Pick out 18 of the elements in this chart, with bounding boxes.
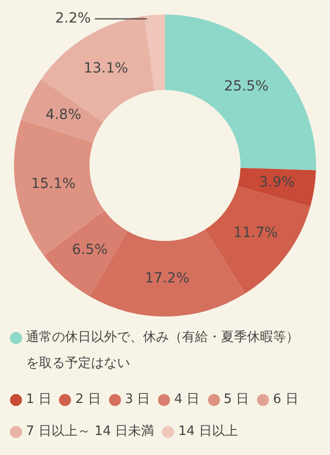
legend-label: 3 日 xyxy=(124,391,150,409)
data-label: 15.1% xyxy=(31,176,76,192)
data-label: 25.5% xyxy=(224,78,269,94)
data-label: 4.8% xyxy=(46,107,82,123)
data-label: 13.1% xyxy=(84,60,128,77)
legend-label: 通常の休日以外で、休み（有給・夏季休暇等）を取る予定はない xyxy=(26,329,300,373)
data-label: 2.2% xyxy=(55,10,91,26)
legend-label: 4 日 xyxy=(174,391,200,409)
data-label: 17.2% xyxy=(144,270,190,286)
legend-label: 14 日以上 xyxy=(178,423,238,441)
data-label: 11.7% xyxy=(233,225,278,242)
legend-label: 6 日 xyxy=(273,391,298,409)
data-label: 3.9% xyxy=(259,174,295,191)
legend-label: 5 日 xyxy=(224,391,250,409)
legend-label: 1 日 xyxy=(26,391,52,409)
legend-label: 7 日以上～ 14 日未満 xyxy=(26,423,154,441)
legend-label: 2 日 xyxy=(75,391,101,409)
data-label: 6.5% xyxy=(72,242,108,258)
